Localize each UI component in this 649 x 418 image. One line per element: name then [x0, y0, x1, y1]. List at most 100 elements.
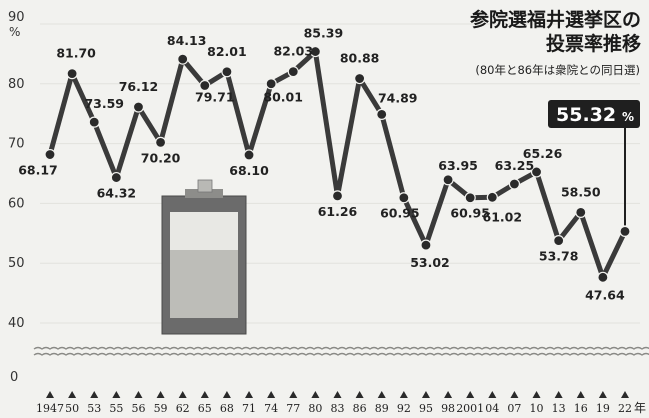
x-tick-label: 13 — [552, 402, 566, 415]
axis-break — [33, 346, 649, 356]
callout-box — [548, 100, 640, 128]
x-tick-marker — [598, 391, 607, 398]
series-markers — [44, 45, 631, 283]
x-tick-label: 89 — [375, 402, 389, 415]
data-label: 68.17 — [18, 163, 58, 178]
x-tick-label: 04 — [485, 402, 499, 415]
data-label: 53.78 — [539, 249, 579, 264]
data-label: 47.64 — [585, 287, 625, 302]
x-tick-label: 55 — [109, 402, 123, 415]
x-tick-marker — [222, 391, 231, 398]
x-tick-label: 19 — [596, 402, 610, 415]
latest-value-callout: 55.32% — [548, 100, 640, 226]
x-tick-label: 16 — [574, 402, 588, 415]
y-tick-label: 60 — [8, 196, 25, 211]
data-label: 84.13 — [167, 33, 207, 48]
data-point — [354, 72, 366, 85]
x-tick-label: 59 — [154, 402, 168, 415]
y-tick-label: 70 — [8, 137, 25, 152]
data-point — [575, 206, 587, 218]
x-tick-marker — [68, 391, 77, 398]
chart-title-line-2: 投票率推移 — [546, 32, 641, 55]
data-point — [132, 101, 145, 113]
data-label: 58.50 — [561, 184, 601, 199]
x-tick-marker — [112, 391, 121, 398]
x-tick-marker — [178, 391, 187, 398]
x-tick-label: 86 — [353, 402, 367, 415]
x-tick-marker — [532, 391, 541, 398]
chart-subtitle: (80年と86年は衆院との同日選) — [475, 63, 640, 77]
data-label: 82.01 — [207, 44, 247, 59]
x-tick-label: 74 — [264, 402, 278, 415]
x-tick-label: 22 — [618, 402, 632, 415]
data-point — [398, 192, 410, 204]
y-tick-label: 90 — [8, 10, 25, 25]
x-tick-marker — [355, 391, 364, 398]
data-point — [243, 149, 255, 161]
x-tick-marker — [245, 391, 254, 398]
ballot-box-icon — [161, 179, 247, 335]
x-tick-marker — [421, 391, 430, 398]
x-tick-marker — [488, 391, 497, 398]
x-tick-marker — [134, 391, 143, 398]
data-label: 53.02 — [410, 255, 450, 270]
data-label: 68.10 — [229, 163, 269, 178]
data-point — [331, 190, 344, 202]
x-tick-label: 2001 — [456, 402, 484, 415]
y-tick-label: 80 — [8, 77, 25, 92]
data-point — [442, 174, 454, 186]
x-tick-marker — [621, 391, 629, 398]
x-tick-label: 65 — [198, 402, 212, 415]
y-unit-label: % — [9, 25, 20, 39]
data-label: 85.39 — [304, 26, 344, 41]
x-tick-label: 71 — [242, 402, 256, 415]
x-tick-label: 68 — [220, 402, 234, 415]
data-label: 60.95 — [380, 206, 420, 221]
data-point — [508, 178, 521, 190]
data-label: 60.95 — [450, 206, 490, 221]
x-unit-label: 年 — [634, 401, 646, 415]
data-point — [553, 234, 565, 247]
data-point — [597, 271, 609, 283]
data-label: 80.88 — [340, 51, 380, 66]
data-point — [154, 136, 167, 149]
y-tick-label: 40 — [8, 316, 25, 331]
x-tick-marker — [267, 391, 276, 398]
x-tick-marker — [46, 391, 54, 398]
chart-title-line-1: 参院選福井選挙区の — [470, 8, 641, 31]
x-tick-label: 80 — [308, 402, 322, 415]
data-point — [221, 66, 233, 78]
x-tick-marker — [377, 391, 386, 398]
x-tick-label: 98 — [441, 402, 455, 415]
data-point — [464, 192, 476, 204]
callout-value: 55.32 — [556, 104, 616, 126]
callout-unit: % — [622, 110, 634, 124]
x-tick-label: 62 — [176, 402, 190, 415]
data-label: 82.03 — [273, 44, 313, 59]
x-tick-marker — [399, 391, 408, 398]
data-label: 81.70 — [56, 46, 96, 61]
data-point — [110, 171, 122, 184]
y-axis: 90 80 70 60 50 40% 0 — [8, 10, 25, 385]
data-label: 76.12 — [119, 79, 159, 94]
data-labels: 68.17 81.70 73.59 64.32 76.12 70.20 84.13 79.71… — [18, 26, 625, 303]
x-tick-marker — [289, 391, 298, 398]
data-point — [177, 53, 189, 65]
x-tick-marker — [90, 391, 99, 398]
x-tick-label: 1947 — [36, 402, 64, 415]
x-tick-marker — [554, 391, 563, 398]
data-point — [287, 66, 299, 78]
data-label: 73.59 — [84, 96, 124, 111]
x-tick-label: 77 — [286, 402, 300, 415]
x-tick-label: 50 — [65, 402, 79, 415]
y-zero-label: 0 — [10, 370, 18, 385]
data-point — [199, 79, 211, 92]
x-tick-marker — [510, 391, 519, 398]
x-tick-label: 56 — [131, 402, 145, 415]
x-tick-marker — [466, 391, 475, 398]
x-tick-marker — [200, 391, 209, 398]
x-tick-label: 53 — [87, 402, 101, 415]
x-tick-label: 07 — [507, 402, 521, 415]
